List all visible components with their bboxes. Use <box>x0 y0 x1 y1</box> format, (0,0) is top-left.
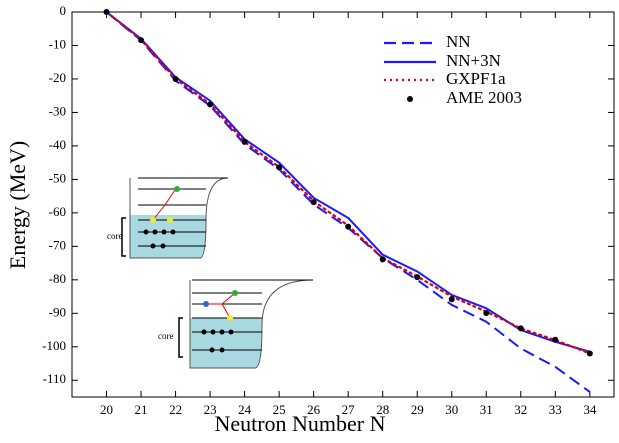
y-tick-label: -20 <box>49 70 66 85</box>
data-point <box>379 256 386 263</box>
y-tick-label: -80 <box>49 271 66 286</box>
legend-label: GXPF1a <box>446 69 506 88</box>
data-point <box>207 101 214 108</box>
data-point <box>448 296 455 303</box>
inset-label: core <box>107 231 123 241</box>
data-point <box>517 325 524 332</box>
inset-label: core <box>158 331 174 341</box>
data-point <box>172 75 179 82</box>
y-tick-label: -60 <box>49 204 66 219</box>
x-tick-label: 23 <box>204 402 217 417</box>
legend-label: NN <box>446 32 471 51</box>
series-line <box>105 10 591 355</box>
x-tick-label: 31 <box>480 402 493 417</box>
y-tick-label: -30 <box>49 103 66 118</box>
data-point <box>138 37 145 44</box>
data-point <box>276 164 283 171</box>
y-tick-label: -90 <box>49 304 66 319</box>
y-axis-label: Energy (MeV) <box>5 141 30 270</box>
inset-diagram <box>121 177 229 259</box>
inset-diagram <box>178 279 314 369</box>
legend-label: AME 2003 <box>446 88 522 107</box>
y-tick-label: -100 <box>42 338 66 353</box>
data-point <box>552 336 559 343</box>
data-point <box>103 9 110 15</box>
x-tick-label: 25 <box>273 402 286 417</box>
x-axis-label: Neutron Number N <box>214 411 385 436</box>
x-tick-label: 28 <box>376 402 389 417</box>
y-tick-label: -10 <box>49 36 66 51</box>
x-tick-label: 20 <box>100 402 113 417</box>
data-point <box>345 223 352 230</box>
data-point <box>310 199 317 206</box>
legend-marker <box>407 96 413 102</box>
x-tick-label: 24 <box>238 402 252 417</box>
data-point <box>414 274 421 281</box>
x-tick-label: 34 <box>583 402 597 417</box>
data-point <box>241 138 248 145</box>
x-tick-label: 29 <box>411 402 424 417</box>
y-tick-label: -50 <box>49 170 66 185</box>
series-line <box>105 11 591 353</box>
y-tick-label: -110 <box>43 371 66 386</box>
x-tick-label: 30 <box>445 402 458 417</box>
x-tick-label: 22 <box>169 402 182 417</box>
y-tick-label: -40 <box>49 137 66 152</box>
data-point <box>483 309 490 316</box>
y-tick-label: -70 <box>49 237 66 252</box>
plot-frame <box>71 11 615 398</box>
x-tick-label: 32 <box>514 402 527 417</box>
data-point <box>586 350 593 357</box>
x-tick-label: 27 <box>342 402 356 417</box>
x-tick-label: 26 <box>307 402 321 417</box>
legend-label: NN+3N <box>446 51 501 70</box>
x-tick-label: 21 <box>135 402 148 417</box>
x-tick-label: 33 <box>549 402 562 417</box>
y-tick-label: 0 <box>60 3 67 18</box>
